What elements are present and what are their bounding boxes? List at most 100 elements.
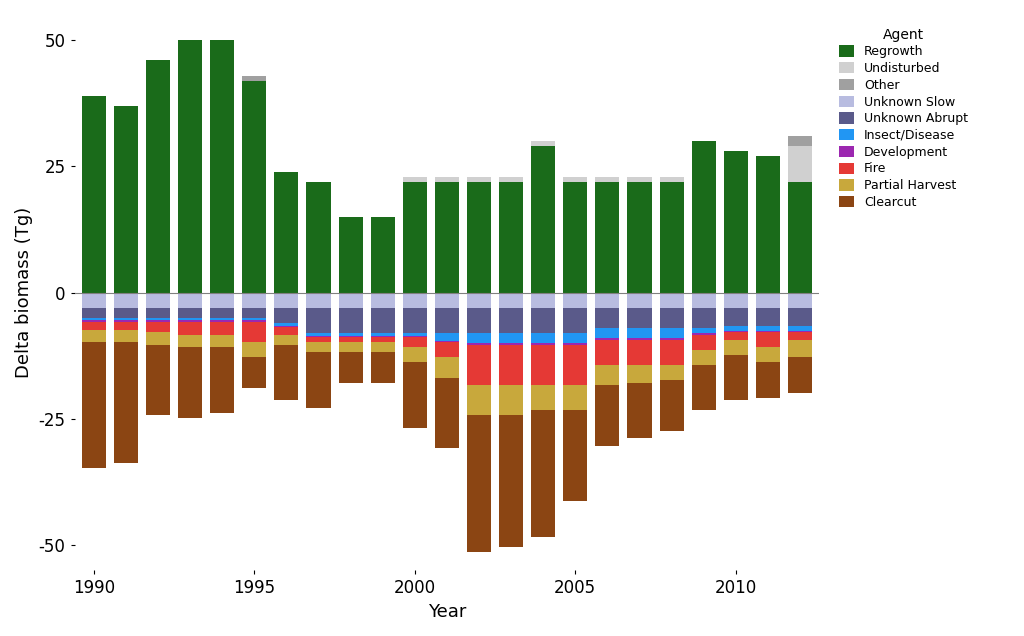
Bar xyxy=(787,308,812,326)
Bar xyxy=(435,177,459,182)
Bar xyxy=(467,415,492,552)
Bar xyxy=(787,136,812,146)
Bar xyxy=(178,293,202,308)
Bar xyxy=(210,293,234,308)
Bar xyxy=(339,337,362,342)
Bar xyxy=(402,347,427,363)
Bar xyxy=(628,328,651,338)
Bar xyxy=(178,308,202,318)
Bar xyxy=(595,293,620,308)
Bar xyxy=(531,308,555,333)
Bar xyxy=(628,383,651,438)
Bar xyxy=(531,345,555,385)
Bar xyxy=(114,318,138,321)
Bar xyxy=(146,332,170,345)
Bar xyxy=(274,293,298,308)
Bar xyxy=(435,341,459,342)
Bar xyxy=(467,308,492,333)
Bar xyxy=(499,182,523,293)
Bar xyxy=(82,318,105,321)
Bar xyxy=(499,415,523,547)
Bar xyxy=(82,321,105,322)
Bar xyxy=(435,378,459,448)
Bar xyxy=(787,331,812,332)
Bar xyxy=(402,293,427,308)
Bar xyxy=(114,293,138,308)
Bar xyxy=(210,40,234,293)
Bar xyxy=(435,308,459,333)
Bar xyxy=(178,335,202,347)
Bar xyxy=(467,333,492,343)
Bar xyxy=(82,96,105,293)
Bar xyxy=(114,329,138,342)
Bar xyxy=(371,217,394,293)
Bar xyxy=(402,336,427,337)
Bar xyxy=(787,182,812,293)
Bar xyxy=(659,338,684,340)
Bar xyxy=(146,318,170,321)
Bar xyxy=(402,363,427,428)
Bar xyxy=(306,333,331,336)
Bar xyxy=(114,322,138,329)
Bar xyxy=(595,340,620,365)
Bar xyxy=(756,293,780,308)
Bar xyxy=(659,177,684,182)
Bar xyxy=(243,321,266,322)
Bar xyxy=(402,337,427,347)
Bar xyxy=(243,357,266,387)
Bar xyxy=(243,81,266,293)
Bar xyxy=(691,308,716,328)
Bar xyxy=(82,342,105,469)
Bar xyxy=(787,332,812,340)
Bar xyxy=(499,343,523,345)
Bar xyxy=(756,332,780,347)
Bar xyxy=(724,293,748,308)
Bar xyxy=(114,321,138,322)
Bar xyxy=(306,293,331,308)
Bar xyxy=(402,308,427,333)
Bar xyxy=(724,355,748,400)
Bar xyxy=(563,343,588,345)
Bar xyxy=(146,322,170,332)
Bar xyxy=(146,293,170,308)
Bar xyxy=(691,335,716,350)
Bar xyxy=(531,333,555,343)
Bar xyxy=(210,347,234,413)
Bar xyxy=(628,293,651,308)
Bar xyxy=(243,318,266,321)
Bar xyxy=(82,322,105,329)
Bar xyxy=(563,345,588,385)
Bar xyxy=(563,410,588,501)
Bar xyxy=(531,293,555,308)
Bar xyxy=(659,380,684,431)
Bar xyxy=(306,337,331,342)
Bar xyxy=(339,308,362,333)
Bar xyxy=(787,326,812,331)
Bar xyxy=(531,385,555,410)
Bar xyxy=(146,345,170,415)
Bar xyxy=(724,326,748,331)
Bar xyxy=(787,293,812,308)
Bar xyxy=(628,182,651,293)
Bar xyxy=(756,308,780,326)
Bar xyxy=(595,365,620,385)
Bar xyxy=(82,329,105,342)
Bar xyxy=(467,177,492,182)
Bar xyxy=(628,365,651,383)
Bar xyxy=(274,335,298,345)
Bar xyxy=(178,321,202,322)
Bar xyxy=(628,340,651,365)
Bar xyxy=(114,308,138,318)
Bar xyxy=(210,322,234,335)
Bar xyxy=(371,293,394,308)
Bar xyxy=(146,60,170,293)
Bar xyxy=(82,308,105,318)
Bar xyxy=(563,308,588,333)
Bar xyxy=(243,293,266,308)
Bar xyxy=(435,333,459,341)
Bar xyxy=(691,328,716,333)
Bar xyxy=(659,328,684,338)
Bar xyxy=(371,337,394,342)
Bar xyxy=(371,342,394,352)
Y-axis label: Delta biomass (Tg): Delta biomass (Tg) xyxy=(15,207,33,378)
